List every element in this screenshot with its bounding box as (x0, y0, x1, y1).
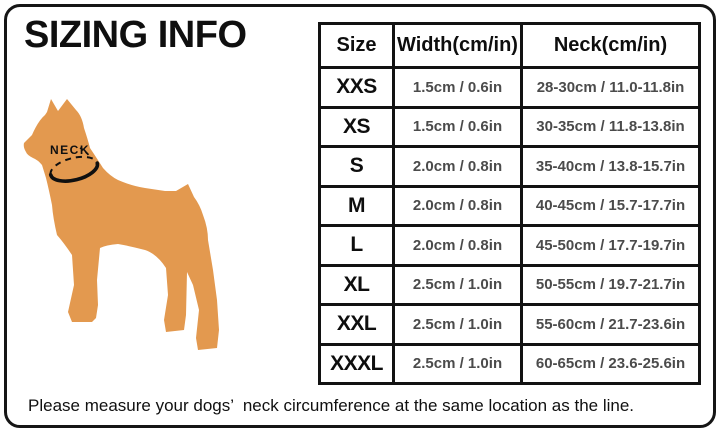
width-cell: 2.5cm / 1.0in (392, 342, 523, 385)
page-title: SIZING INFO (24, 14, 247, 56)
width-cell: 2.0cm / 0.8in (392, 224, 523, 267)
neck-cell: 35-40cm / 13.8-15.7in (520, 145, 701, 188)
size-cell: XL (318, 263, 395, 306)
col-header-size: Size (318, 22, 395, 69)
dog-silhouette-icon: NECK (23, 99, 219, 350)
col-header-neck: Neck(cm/in) (520, 22, 701, 69)
neck-cell: 40-45cm / 15.7-17.7in (520, 184, 701, 227)
neck-pointer-line (79, 147, 91, 158)
width-cell: 2.0cm / 0.8in (392, 184, 523, 227)
width-cell: 2.5cm / 1.0in (392, 303, 523, 346)
size-cell: XXS (318, 66, 395, 109)
neck-measure-line (48, 155, 100, 183)
neck-cell: 50-55cm / 19.7-21.7in (520, 263, 701, 306)
size-cell: XS (318, 105, 395, 148)
measure-instruction: Please measure your dogs’ neck circumfer… (28, 396, 635, 415)
table-header-row: Size Width(cm/in) Neck(cm/in) (318, 22, 701, 69)
neck-label: NECK (50, 143, 90, 157)
neck-cell: 60-65cm / 23.6-25.6in (520, 342, 701, 385)
table-row: XS 1.5cm / 0.6in 30-35cm / 11.8-13.8in (318, 105, 701, 148)
neck-cell: 28-30cm / 11.0-11.8in (520, 66, 701, 109)
table-row: XXL 2.5cm / 1.0in 55-60cm / 21.7-23.6in (318, 303, 701, 346)
table-row: XL 2.5cm / 1.0in 50-55cm / 19.7-21.7in (318, 263, 701, 306)
dog-diagram: NECK (12, 88, 262, 368)
neck-cell: 30-35cm / 11.8-13.8in (520, 105, 701, 148)
sizing-table: Size Width(cm/in) Neck(cm/in) XXS 1.5cm … (318, 22, 701, 385)
neck-cell: 55-60cm / 21.7-23.6in (520, 303, 701, 346)
table-row: S 2.0cm / 0.8in 35-40cm / 13.8-15.7in (318, 145, 701, 188)
width-cell: 2.0cm / 0.8in (392, 145, 523, 188)
size-cell: S (318, 145, 395, 188)
width-cell: 2.5cm / 1.0in (392, 263, 523, 306)
col-header-width: Width(cm/in) (392, 22, 523, 69)
size-cell: M (318, 184, 395, 227)
width-cell: 1.5cm / 0.6in (392, 105, 523, 148)
table-row: XXXL 2.5cm / 1.0in 60-65cm / 23.6-25.6in (318, 342, 701, 385)
table-row: XXS 1.5cm / 0.6in 28-30cm / 11.0-11.8in (318, 66, 701, 109)
size-cell: XXL (318, 303, 395, 346)
size-cell: XXXL (318, 342, 395, 385)
table-row: L 2.0cm / 0.8in 45-50cm / 17.7-19.7in (318, 224, 701, 267)
neck-cell: 45-50cm / 17.7-19.7in (520, 224, 701, 267)
size-cell: L (318, 224, 395, 267)
width-cell: 1.5cm / 0.6in (392, 66, 523, 109)
table-row: M 2.0cm / 0.8in 40-45cm / 15.7-17.7in (318, 184, 701, 227)
